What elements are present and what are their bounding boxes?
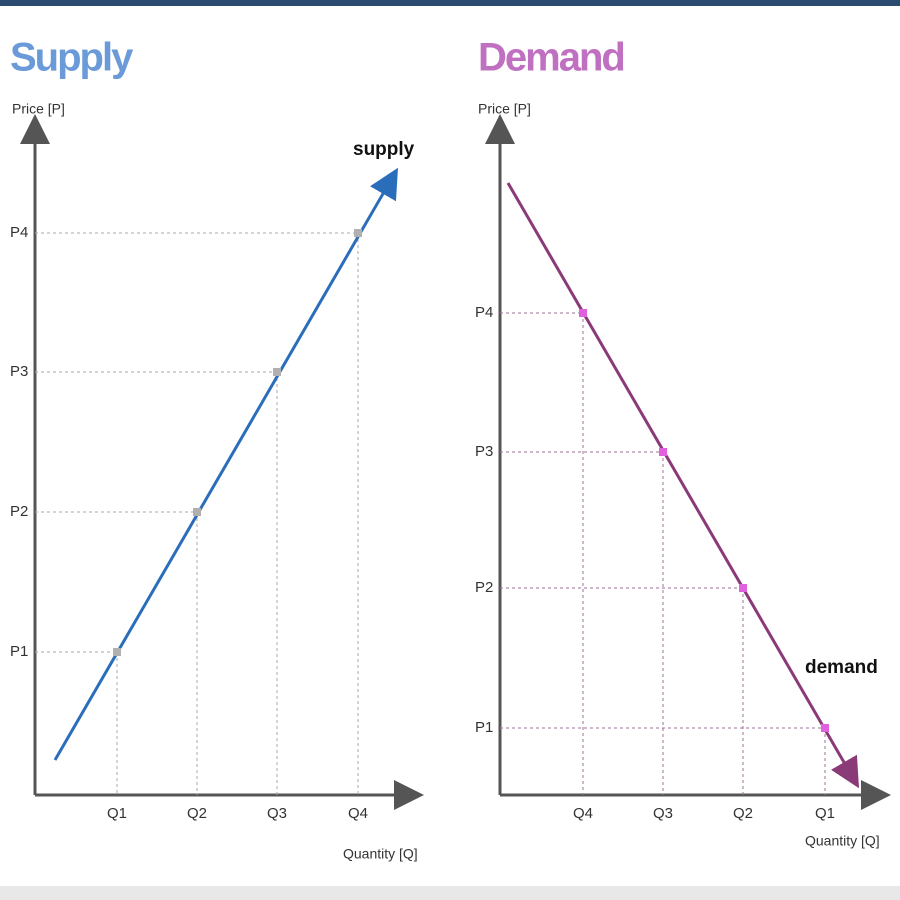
curve-label: supply	[353, 139, 415, 160]
price-label: P1	[475, 719, 493, 736]
price-label: P2	[10, 503, 28, 520]
point	[193, 508, 201, 516]
y-label: Price [P]	[12, 101, 65, 117]
demand-panel: Demand Price [P] Quantity [Q] demand P4 Q…	[475, 36, 891, 849]
quantity-label: Q2	[733, 805, 753, 822]
price-label: P3	[10, 363, 28, 380]
point	[579, 309, 587, 317]
curve	[53, 167, 399, 761]
price-label: P1	[10, 643, 28, 660]
top-bar	[0, 0, 900, 6]
point	[739, 584, 747, 592]
quantity-label: Q4	[573, 805, 593, 822]
curve-label: demand	[805, 657, 878, 678]
quantity-label: Q1	[815, 805, 835, 822]
price-label: P2	[475, 579, 493, 596]
x-label: Quantity [Q]	[805, 833, 880, 849]
point	[821, 724, 829, 732]
point	[659, 448, 667, 456]
point	[273, 368, 281, 376]
curve	[506, 182, 860, 789]
y-label: Price [P]	[478, 101, 531, 117]
x-label: Quantity [Q]	[343, 846, 418, 862]
price-label: P4	[10, 224, 28, 241]
point	[354, 229, 362, 237]
quantity-label: Q2	[187, 805, 207, 822]
supply-panel: Supply Price [P] Quantity [Q] supply P1 Q…	[10, 36, 424, 862]
title: Demand	[478, 36, 624, 80]
quantity-label: Q4	[348, 805, 368, 822]
quantity-label: Q3	[653, 805, 673, 822]
price-label: P3	[475, 443, 493, 460]
point	[113, 648, 121, 656]
price-label: P4	[475, 304, 493, 321]
quantity-label: Q3	[267, 805, 287, 822]
bottom-bar	[0, 886, 900, 900]
quantity-label: Q1	[107, 805, 127, 822]
title: Supply	[10, 36, 134, 80]
